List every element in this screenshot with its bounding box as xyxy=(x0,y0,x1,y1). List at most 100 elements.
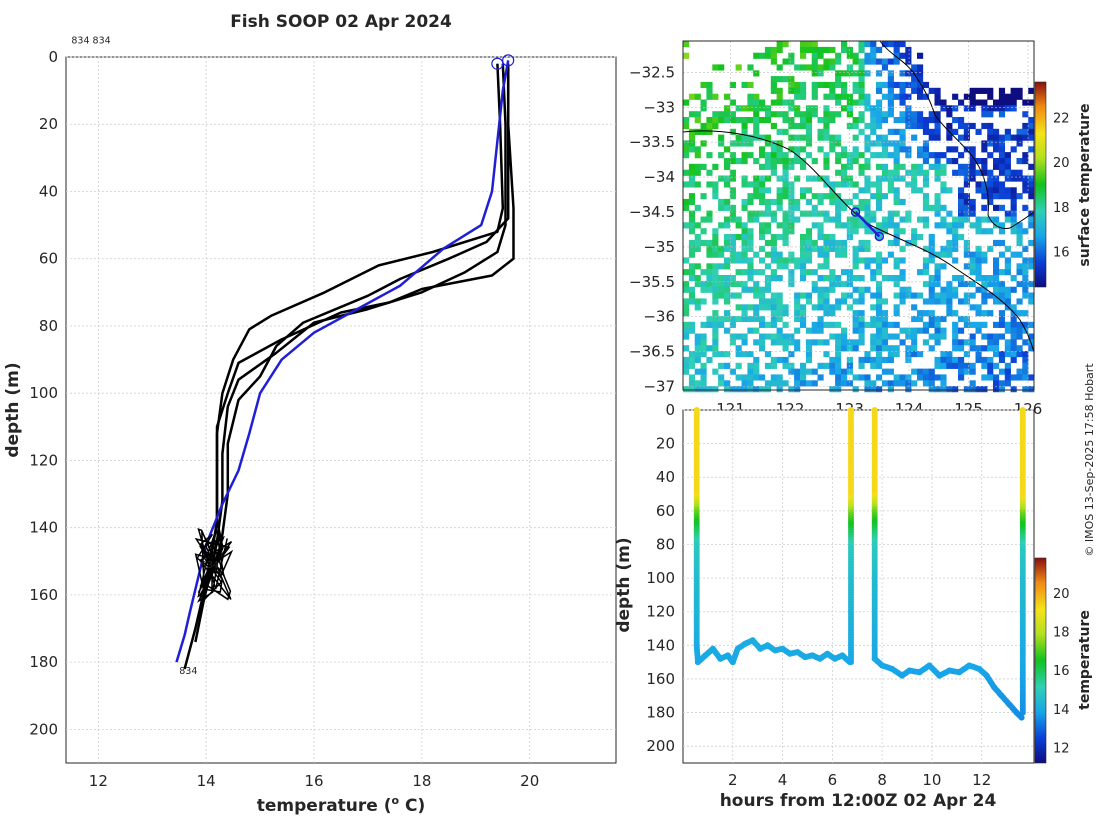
map-sst-cell xyxy=(852,117,859,124)
map-sst-cell xyxy=(998,93,1006,100)
map-sst-cell xyxy=(788,158,795,165)
map-sst-cell xyxy=(776,339,783,346)
timeseries-x-tick-label: 6 xyxy=(828,771,838,789)
timeseries-x-tick-label: 4 xyxy=(778,771,788,789)
map-sst-cell xyxy=(776,315,783,323)
map-sst-cell xyxy=(911,117,918,124)
map-sst-cell xyxy=(835,321,842,328)
map-sst-cell xyxy=(829,111,836,118)
map-sst-cell xyxy=(864,146,871,153)
timeseries-x-tick-label: 10 xyxy=(922,771,941,789)
map-sst-cell xyxy=(940,351,947,358)
map-sst-cell xyxy=(934,333,941,340)
map-sst-cell xyxy=(852,228,859,235)
map-sst-cell xyxy=(893,222,900,229)
map-sst-cell xyxy=(841,327,848,334)
map-sst-cell xyxy=(712,228,719,235)
map-sst-cell xyxy=(823,304,830,311)
map-sst-cell xyxy=(1022,181,1029,188)
map-sst-cell xyxy=(899,216,906,223)
map-sst-cell xyxy=(887,216,894,223)
map-sst-cell xyxy=(963,128,970,135)
map-sst-cell xyxy=(911,134,918,141)
map-sst-cell xyxy=(899,228,906,235)
map-sst-cell xyxy=(817,64,824,71)
map-sst-cell xyxy=(917,152,924,159)
profile-series-line xyxy=(175,60,510,663)
map-sst-cell xyxy=(1016,298,1023,305)
map-sst-cell xyxy=(811,339,818,346)
map-sst-cell xyxy=(963,292,970,299)
map-sst-cell xyxy=(993,286,1000,293)
map-sst-cell xyxy=(688,239,696,247)
map-sst-cell xyxy=(993,345,1000,352)
map-sst-cell xyxy=(975,187,982,194)
map-sst-cell xyxy=(770,321,777,328)
map-sst-cell xyxy=(817,286,824,293)
map-sst-cell xyxy=(805,152,813,159)
map-sst-cell xyxy=(1010,187,1017,194)
map-sst-cell xyxy=(893,169,900,176)
map-sst-cell xyxy=(788,210,795,217)
map-sst-cell xyxy=(1016,263,1023,270)
map-sst-cell xyxy=(1010,321,1017,328)
map-sst-cell xyxy=(829,321,836,328)
map-sst-cell xyxy=(893,152,900,159)
map-sst-cell xyxy=(706,356,713,364)
map-sst-cell xyxy=(876,134,883,141)
map-sst-cell xyxy=(934,198,941,206)
map-sst-cell xyxy=(729,257,736,264)
map-sst-cell xyxy=(747,134,754,141)
map-sst-cell xyxy=(694,181,701,188)
map-sst-cell xyxy=(899,70,906,77)
map-sst-cell xyxy=(829,181,836,188)
map-sst-cell xyxy=(753,310,760,317)
map-sst-cell xyxy=(852,58,859,65)
map-sst-cell xyxy=(1022,362,1029,369)
map-sst-cell xyxy=(852,345,859,352)
map-sst-cell xyxy=(876,58,883,65)
map-sst-cell xyxy=(911,64,918,71)
map-sst-cell xyxy=(1028,239,1035,247)
map-sst-cell xyxy=(993,158,1000,165)
map-sst-cell xyxy=(747,105,754,112)
map-sst-cell xyxy=(764,46,772,54)
map-sst-cell xyxy=(998,87,1006,94)
map-sst-cell xyxy=(993,175,1000,182)
map-sst-cell xyxy=(1028,386,1035,393)
map-sst-cell xyxy=(1022,263,1029,270)
map-sst-cell xyxy=(800,46,807,54)
map-sst-cell xyxy=(881,257,889,264)
map-sst-cell xyxy=(963,315,970,323)
map-sst-cell xyxy=(958,315,965,323)
map-sst-cell xyxy=(712,339,719,346)
map-sst-cell xyxy=(747,181,754,188)
map-sst-cell xyxy=(800,292,807,299)
map-sst-cell xyxy=(764,198,772,206)
map-sst-cell xyxy=(817,117,824,124)
map-sst-cell xyxy=(683,362,690,369)
map-sst-cell xyxy=(1010,134,1017,141)
map-sst-cell xyxy=(963,193,970,200)
map-sst-cell xyxy=(911,327,918,334)
map-sst-cell xyxy=(969,321,976,328)
map-sst-cell xyxy=(1028,257,1035,264)
map-sst-cell xyxy=(899,81,906,89)
map-sst-cell xyxy=(998,169,1006,176)
map-sst-cell xyxy=(870,122,877,130)
map-sst-cell xyxy=(887,321,894,328)
map-sst-cell xyxy=(917,70,924,77)
map-sst-cell xyxy=(683,304,690,311)
map-sst-cell xyxy=(963,280,970,288)
map-sst-cell xyxy=(729,117,736,124)
map-sst-cell xyxy=(724,280,731,288)
map-sst-cell xyxy=(893,321,900,328)
map-sst-cell xyxy=(881,222,889,229)
map-sst-cell xyxy=(753,368,760,375)
map-sst-cell xyxy=(887,345,894,352)
map-sst-cell xyxy=(1022,356,1029,364)
map-sst-cell xyxy=(881,228,889,235)
map-sst-cell xyxy=(823,321,830,328)
